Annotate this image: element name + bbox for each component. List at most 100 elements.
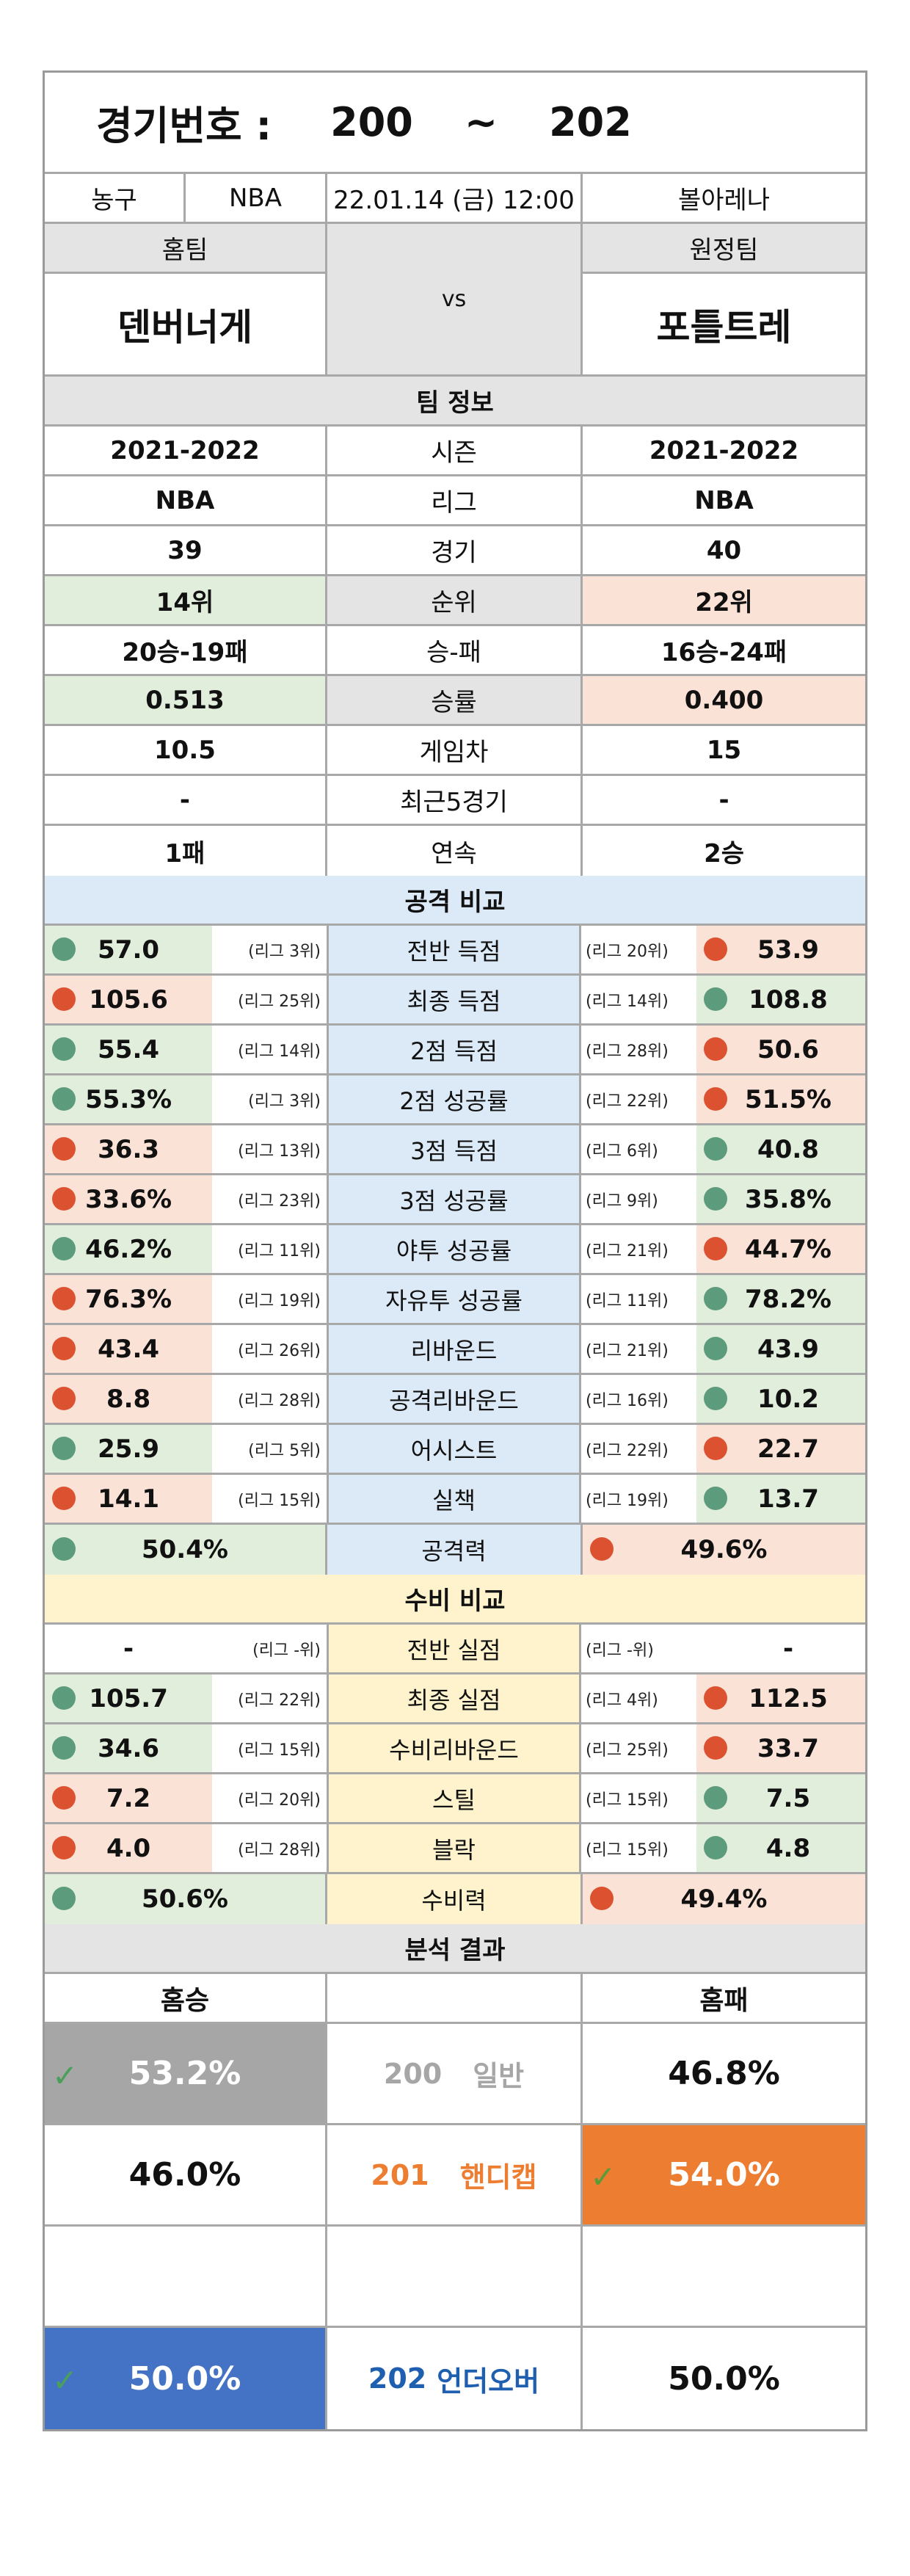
analysis-market-type: 일반: [473, 2060, 525, 2092]
team-info-label: 최근5경기: [327, 776, 583, 824]
attack-label: 야투 성공률: [329, 1225, 581, 1273]
home-win-label: 홈승: [45, 1974, 327, 2022]
attack-home-value-text: 25.9: [98, 1434, 160, 1464]
attack-label: 2점 성공률: [329, 1075, 581, 1123]
defense-away-value-text: 4.8: [765, 1833, 811, 1863]
defense-away-cell: (리그 15위) 4.8: [581, 1824, 865, 1872]
attack-home-value: 105.6: [45, 976, 213, 1023]
defense-home-rank: (리그 28위): [238, 1840, 321, 1860]
venue: 볼아레나: [677, 186, 771, 215]
team-info-home-value: 0.513: [45, 676, 327, 724]
favor-dot-icon: [52, 1735, 76, 1760]
attack-home-value: 55.4: [45, 1026, 213, 1073]
team-info-home-value: 2021-2022: [45, 427, 327, 474]
team-info-label: 순위: [327, 576, 583, 624]
against-dot-icon: [704, 1686, 727, 1710]
attack-away-rank: (리그 19위): [586, 1491, 669, 1510]
team-info-header: 팀 정보: [45, 377, 865, 427]
attack-away-value-text: 50.6: [757, 1034, 819, 1064]
team-info-away-value: 0.400: [583, 676, 865, 724]
team-info-home-value: NBA: [45, 476, 327, 524]
analysis-market-number: 201: [371, 2158, 429, 2191]
analysis-spacer-cell: [327, 2227, 583, 2326]
team-info-away-value: NBA: [694, 485, 754, 515]
attack-table: 57.0 (리그 3위) 전반 득점 (리그 20위) 53.9 105.6 (리그 25위…: [45, 926, 865, 1575]
attack-away-rank: (리그 21위): [586, 1341, 669, 1360]
attack-away-cell: (리그 16위) 10.2: [581, 1375, 865, 1423]
team-info-away-value: 40: [706, 535, 742, 565]
against-dot-icon: [704, 1236, 727, 1260]
defense-label: 스틸: [329, 1774, 581, 1822]
attack-total-label: 공격력: [327, 1525, 583, 1575]
favor-dot-icon: [52, 937, 76, 961]
sport: 농구: [45, 174, 186, 222]
analysis-market: 200 일반: [327, 2024, 583, 2123]
defense-away-sub: (리그 15위) 7.5: [581, 1774, 865, 1822]
attack-away-value: 78.2%: [696, 1275, 865, 1323]
attack-home-value-text: 36.3: [98, 1134, 160, 1164]
league: NBA: [186, 174, 327, 222]
attack-away-value: 22.7: [696, 1425, 865, 1473]
attack-away-value: 108.8: [696, 976, 865, 1023]
attack-away-sub: (리그 14위) 108.8: [581, 976, 865, 1023]
vs-label: vs: [327, 224, 583, 374]
team-info-away-value: 22위: [583, 576, 865, 624]
defense-home-sub: 34.6 (리그 15위): [45, 1724, 327, 1772]
analysis-header: 분석 결과: [45, 1924, 865, 1974]
defense-label: 수비리바운드: [329, 1724, 581, 1772]
analysis-spacer-cell: [583, 2227, 865, 2326]
attack-home-value-text: 57.0: [98, 935, 160, 965]
defense-home-value-text: 4.0: [106, 1833, 151, 1863]
analysis-sheet: 경기번호 : 200 ~ 202 농구 NBA 22.01.14 (금) 12:…: [43, 70, 867, 2431]
defense-home-sub: 105.7 (리그 22위): [45, 1675, 327, 1722]
favor-dot-icon: [704, 1785, 727, 1810]
analysis-row: ✓ 50.0% 202 언더오버 50.0%: [45, 2328, 865, 2429]
team-info-home-value: 14위: [45, 576, 327, 624]
attack-home-sub: 55.3% (리그 3위): [45, 1075, 327, 1123]
analysis-row: ✓ 53.2% 200 일반 46.8%: [45, 2024, 865, 2125]
attack-label: 어시스트: [329, 1425, 581, 1473]
defense-home-value-text: 34.6: [98, 1733, 160, 1763]
game-number-to: 202: [549, 99, 632, 145]
attack-away-rank: (리그 11위): [586, 1291, 669, 1310]
attack-home-rank: (리그 3위): [248, 1092, 321, 1111]
defense-home-cell: 105.7 (리그 22위): [45, 1675, 329, 1722]
attack-home-cell: 36.3 (리그 13위): [45, 1125, 329, 1173]
attack-away-sub: (리그 6위) 40.8: [581, 1125, 865, 1173]
analysis-home-loss-value: 50.0%: [583, 2328, 865, 2429]
attack-away-rank: (리그 20위): [586, 942, 669, 961]
attack-away-value: 10.2: [696, 1375, 865, 1423]
attack-away-cell: (리그 28위) 50.6: [581, 1026, 865, 1073]
match-datetime: 22.01.14 (금) 12:00: [327, 174, 583, 222]
home-team-name: 덴버너게: [117, 305, 252, 349]
attack-home-value-text: 33.6%: [85, 1184, 172, 1214]
defense-away-value: 4.8: [696, 1824, 865, 1872]
attack-home-cell: 55.3% (리그 3위): [45, 1075, 329, 1123]
attack-home-value: 33.6%: [45, 1175, 213, 1223]
attack-away-value-text: 108.8: [749, 984, 828, 1015]
attack-home-value: 46.2%: [45, 1225, 213, 1273]
attack-home-sub: 8.8 (리그 28위): [45, 1375, 327, 1423]
defense-total-row: 50.6% 수비력 49.4%: [45, 1874, 865, 1924]
attack-away-rank: (리그 14위): [586, 992, 669, 1011]
attack-away-sub: (리그 22위) 51.5%: [581, 1075, 865, 1123]
attack-away-cell: (리그 21위) 43.9: [581, 1325, 865, 1373]
against-dot-icon: [52, 1286, 76, 1310]
defense-home-rank: (리그 22위): [238, 1691, 321, 1710]
attack-row: 57.0 (리그 3위) 전반 득점 (리그 20위) 53.9: [45, 926, 865, 976]
defense-home-value-text: 105.7: [89, 1683, 168, 1713]
defense-away-value: -: [696, 1625, 865, 1672]
attack-away-value: 13.7: [696, 1475, 865, 1523]
attack-away-value-text: 35.8%: [745, 1184, 831, 1214]
attack-away-cell: (리그 22위) 51.5%: [581, 1075, 865, 1123]
attack-home-value-text: 46.2%: [85, 1234, 172, 1264]
defense-away-value-text: 33.7: [757, 1733, 819, 1763]
attack-home-value-text: 14.1: [98, 1484, 160, 1514]
attack-away-cell: (리그 14위) 108.8: [581, 976, 865, 1023]
attack-away-rank: (리그 22위): [586, 1441, 669, 1460]
defense-away-cell: (리그 4위) 112.5: [581, 1675, 865, 1722]
attack-away-value-text: 44.7%: [745, 1234, 831, 1264]
attack-home-rank: (리그 26위): [238, 1341, 321, 1360]
against-dot-icon: [704, 937, 727, 961]
defense-home-cell: 4.0 (리그 28위): [45, 1824, 329, 1872]
